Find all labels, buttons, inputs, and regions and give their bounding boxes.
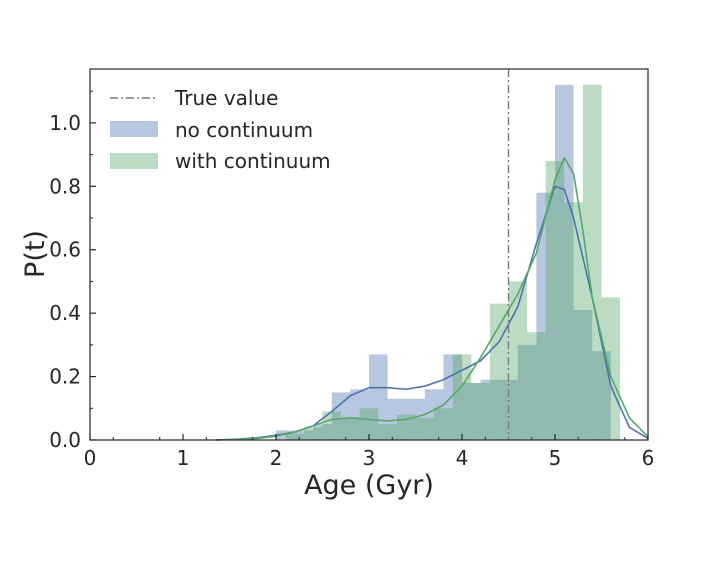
histogram-bars	[276, 84, 621, 440]
legend: True value no continuum with continuum	[110, 86, 331, 173]
no-continuum-bar-8	[424, 389, 444, 440]
with-continuum-bar-10	[471, 382, 490, 440]
with-continuum-kde-line	[215, 156, 649, 441]
y-tick-label-3: 0.6	[49, 238, 81, 262]
with-continuum-bar-1	[303, 427, 323, 440]
legend-with-continuum-swatch	[110, 153, 158, 169]
axis-ticks: 0 1 2 3 4 5 6 0.0 0.2 0.4 0.6 0.8 1.0	[49, 90, 655, 470]
y-tick-label-4: 0.8	[49, 174, 81, 198]
x-tick-label-5: 5	[549, 446, 562, 470]
no-continuum-bar-3	[331, 392, 351, 440]
x-tick-label-2: 2	[270, 446, 283, 470]
legend-no-continuum-swatch	[110, 121, 158, 137]
x-axis-label: Age (Gyr)	[304, 470, 434, 501]
with-continuum-bar-16	[582, 84, 602, 440]
with-continuum-bar-9	[452, 354, 472, 440]
x-tick-label-4: 4	[456, 446, 469, 470]
with-continuum-bar-5	[378, 424, 397, 440]
no-continuum-bar-14	[536, 192, 555, 440]
x-tick-label-1: 1	[177, 446, 190, 470]
no-continuum-bar-1	[294, 430, 314, 440]
with-continuum-bar-8	[434, 408, 453, 440]
x-tick-label-0: 0	[84, 446, 97, 470]
no-continuum-bar-4	[350, 389, 369, 440]
kde-curves	[215, 156, 649, 441]
y-tick-label-1: 0.2	[49, 365, 81, 389]
with-continuum-bar-13	[527, 332, 546, 440]
y-tick-label-5: 1.0	[49, 111, 81, 135]
no-continuum-bar-5	[369, 354, 388, 440]
with-continuum-bar-15	[564, 202, 583, 440]
no-continuum-bar-16	[573, 309, 593, 440]
with-continuum-bar-11	[489, 303, 509, 440]
no-continuum-bar-0	[276, 430, 295, 440]
with-continuum-bar-4	[359, 408, 379, 440]
no-continuum-bar-17	[592, 351, 611, 440]
no-continuum-bar-9	[443, 354, 462, 440]
with-continuum-bar-3	[341, 417, 360, 440]
x-tick-label-3: 3	[363, 446, 376, 470]
with-continuum-bar-0	[285, 433, 304, 440]
no-continuum-bar-15	[555, 84, 574, 440]
y-tick-label-2: 0.4	[49, 301, 81, 325]
legend-no-continuum-label: no continuum	[175, 118, 313, 142]
with-continuum-bar-6	[396, 414, 416, 440]
no-continuum-bar-10	[462, 382, 481, 440]
with-continuum-bar-12	[508, 281, 528, 440]
no-continuum-bar-13	[517, 344, 537, 440]
with-continuum-bar-17	[601, 297, 621, 440]
legend-true-value-label: True value	[174, 86, 278, 110]
with-continuum-bar-7	[415, 417, 435, 440]
x-tick-label-6: 6	[642, 446, 655, 470]
y-axis-label: P(t)	[20, 230, 51, 278]
no-continuum-bar-7	[406, 398, 425, 440]
no-continuum-bar-11	[480, 379, 500, 440]
y-tick-label-0: 0.0	[49, 428, 81, 452]
legend-with-continuum-label: with continuum	[175, 149, 331, 173]
no-continuum-bar-2	[313, 424, 332, 440]
with-continuum-bar-14	[545, 160, 565, 440]
